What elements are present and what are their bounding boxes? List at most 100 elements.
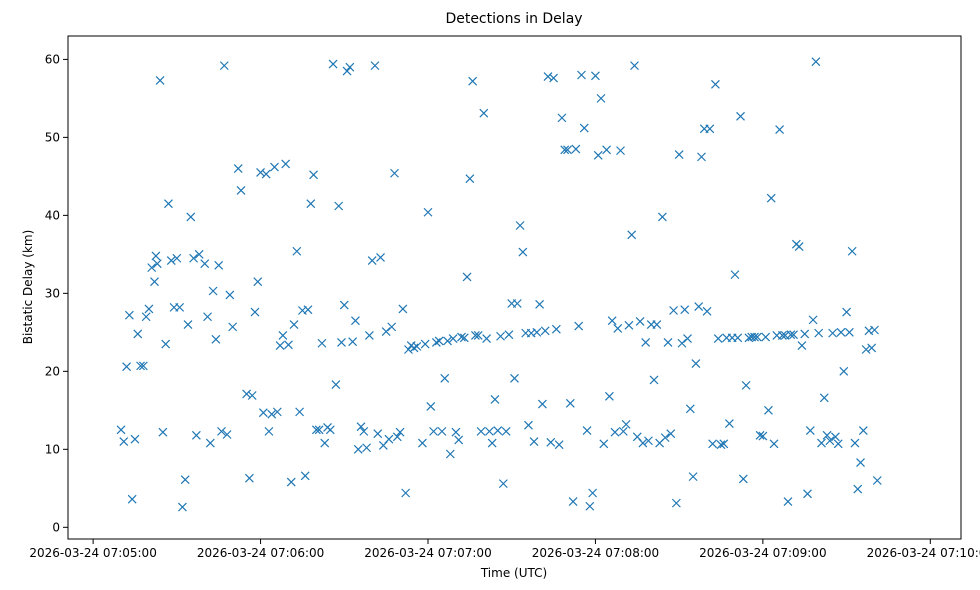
data-point-marker [292,246,302,256]
data-point-marker [593,150,603,160]
data-point-marker [175,302,185,312]
data-point-marker [359,426,369,436]
data-point-marker [401,488,411,498]
data-point-marker [711,79,720,89]
data-point-marker [822,430,832,440]
data-point-marker [328,59,338,69]
data-point-marker [604,391,614,401]
chart-title: Detections in Delay [445,11,582,27]
data-point-marker [741,380,751,390]
data-point-marker [828,328,838,338]
x-tick-label: 2026-03-24 07:10:00 [867,546,980,560]
data-point-marker [476,426,486,436]
data-point-marker [819,393,829,403]
data-point-marker [205,438,215,448]
data-point-marker [635,316,645,326]
data-point-marker [370,61,380,71]
data-point-marker [417,438,427,448]
data-point-marker [764,405,773,415]
data-point-marker [275,341,285,351]
data-point-marker [524,420,533,430]
data-point-marker [242,389,252,399]
data-point-marker [116,425,126,435]
data-point-marker [750,332,759,342]
data-point-marker [423,207,433,217]
data-point-marker [166,256,176,266]
data-point-marker [356,422,366,432]
x-tick-label: 2026-03-24 07:05:00 [29,546,156,560]
data-point-marker [152,259,162,269]
data-point-marker [387,322,397,332]
data-point-marker [314,425,324,435]
data-point-marker [222,430,232,439]
plot-frame [67,35,962,540]
data-point-marker [551,324,561,334]
y-tick-label: 60 [45,52,60,66]
data-point-marker [571,144,581,154]
data-point-marker [691,359,701,368]
data-point-marker [334,201,344,211]
data-point-marker [189,253,199,263]
data-point-marker [602,145,612,155]
data-point-marker [339,300,349,310]
data-point-marker [144,304,154,314]
data-point-marker [814,328,824,338]
data-point-marker [127,494,137,504]
data-point-marker [448,334,458,344]
data-point-marker [836,327,846,337]
data-point-marker [669,306,678,315]
data-point-marker [652,320,662,329]
data-point-marker [119,437,129,446]
y-tick-label: 40 [45,208,60,222]
data-point-marker [752,332,762,342]
data-point-marker [451,427,461,437]
data-point-marker [766,193,776,203]
data-point-marker [147,263,157,273]
data-point-marker [532,327,542,337]
data-point-marker [219,61,229,71]
data-point-marker [861,345,871,354]
data-point-marker [264,426,274,436]
data-point-marker [755,430,765,440]
data-point-marker [256,168,265,177]
data-point-marker [309,170,318,180]
data-point-marker [805,426,815,436]
data-point-marker [261,169,271,179]
data-point-marker [487,438,497,448]
data-point-marker [501,426,511,436]
data-point-marker [694,302,704,312]
data-point-marker [853,484,863,494]
data-point-marker [817,438,826,448]
data-point-marker [342,66,352,76]
x-axis-ticks: 2026-03-24 07:05:00 2026-03-24 07:06:00 20… [29,539,980,560]
data-point-marker [217,426,226,436]
data-point-marker [490,394,500,404]
data-point-marker [702,306,712,316]
data-point-marker [627,230,637,240]
data-point-marker [454,435,464,445]
data-point-marker [364,331,374,340]
data-point-marker [769,439,779,449]
data-point-marker [786,330,796,340]
data-point-marker [504,330,514,340]
data-point-marker [437,426,447,436]
data-point-marker [124,310,134,320]
data-point-marker [546,437,556,447]
data-point-marker [306,199,316,209]
data-point-marker [404,345,413,354]
data-point-marker [870,325,879,335]
data-point-marker [510,373,519,383]
x-tick-label: 2026-03-24 07:07:00 [364,546,491,560]
data-point-marker [392,432,402,442]
data-point-marker [459,333,469,343]
data-point-marker [462,272,472,282]
data-point-marker [733,333,743,343]
data-point-marker [839,366,849,376]
data-point-marker [122,362,132,372]
data-point-marker [833,439,843,449]
data-point-marker [130,434,140,444]
x-axis-label: Time (UTC) [480,566,547,580]
data-point-marker [560,145,570,155]
data-point-marker [856,458,865,467]
x-tick-label: 2026-03-24 07:06:00 [197,546,324,560]
